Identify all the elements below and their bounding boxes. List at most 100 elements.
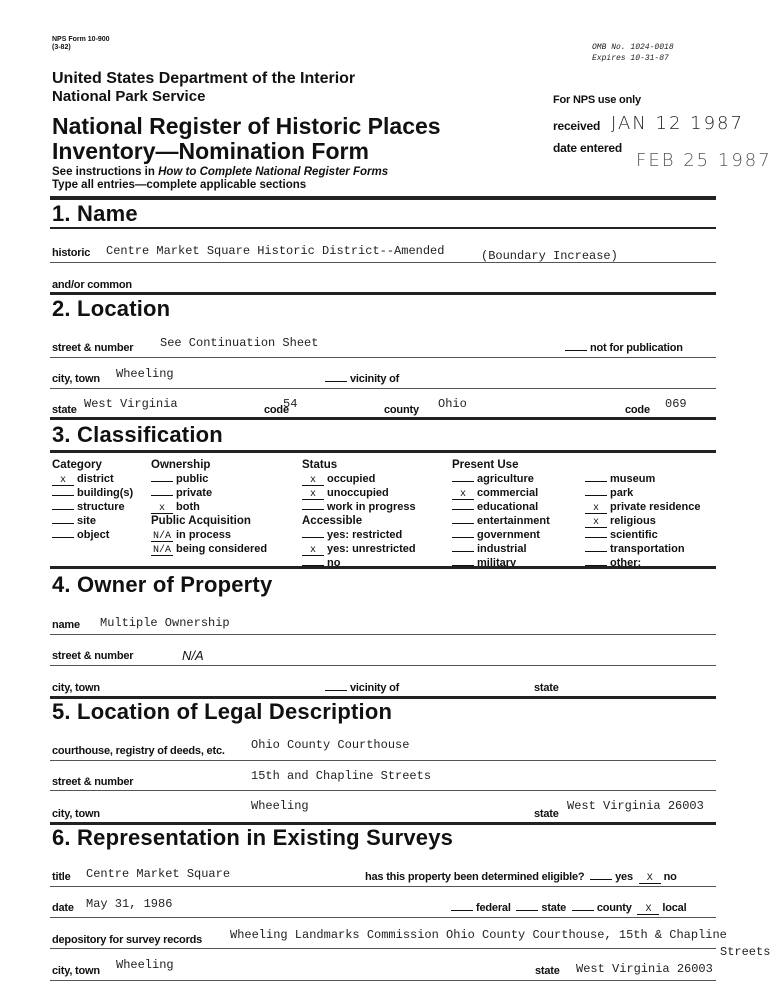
eligible-yes-checkbox[interactable] — [590, 879, 613, 880]
local-label: local — [662, 902, 687, 914]
option-checkbox[interactable]: N/A — [151, 545, 173, 556]
option-checkbox[interactable] — [302, 509, 324, 510]
divider — [50, 917, 716, 918]
option-checkbox[interactable] — [52, 509, 74, 510]
state-checkbox[interactable] — [516, 910, 539, 911]
owner-street-label: street & number — [52, 650, 134, 662]
local-checkbox[interactable]: X — [637, 905, 660, 915]
option-checkbox[interactable] — [585, 495, 607, 496]
option-checkbox[interactable] — [452, 551, 474, 552]
historic-name-extra: (Boundary Increase) — [481, 249, 618, 263]
option-checkbox[interactable] — [585, 551, 607, 552]
divider — [50, 417, 716, 420]
option-checkbox[interactable] — [452, 509, 474, 510]
classification-option: park — [585, 487, 633, 499]
classification-option: yes: restricted — [302, 529, 402, 541]
divider — [50, 634, 716, 635]
survey-city-label: city, town — [52, 965, 100, 977]
survey-date-label: date — [52, 902, 74, 914]
eligible-no-checkbox[interactable]: X — [638, 874, 661, 884]
option-label: religious — [610, 515, 656, 527]
option-checkbox[interactable] — [151, 481, 173, 482]
divider — [50, 262, 716, 263]
divider — [50, 980, 716, 981]
instructions-text: See instructions in — [52, 166, 159, 178]
legal-street-value: 15th and Chapline Streets — [251, 769, 432, 783]
classification-option: entertainment — [452, 515, 550, 527]
vicinity: vicinity of — [325, 373, 399, 385]
eligible-no-label: no — [663, 871, 677, 883]
option-checkbox[interactable] — [585, 537, 607, 538]
option-checkbox[interactable]: N/A — [151, 531, 173, 542]
option-checkbox[interactable] — [151, 495, 173, 496]
option-checkbox[interactable]: x — [302, 476, 324, 486]
option-checkbox[interactable] — [585, 481, 607, 482]
classification-option: industrial — [452, 543, 527, 555]
classification-subtitle: Accessible — [302, 515, 363, 527]
section-1-heading: 1. Name — [52, 201, 138, 226]
option-label: district — [77, 473, 114, 485]
option-label: government — [477, 529, 540, 541]
classification-option: private — [151, 487, 212, 499]
state-value: West Virginia — [84, 397, 178, 411]
option-checkbox[interactable]: x — [151, 504, 173, 514]
classification-option: x private residence — [585, 501, 701, 514]
option-checkbox[interactable]: x — [585, 518, 607, 528]
option-checkbox[interactable] — [452, 481, 474, 482]
historic-label: historic — [52, 247, 91, 259]
option-checkbox[interactable] — [52, 495, 74, 496]
option-label: yes: restricted — [327, 529, 403, 541]
form-revision: (3-82) — [52, 44, 71, 51]
county-checkbox[interactable] — [571, 910, 594, 911]
option-label: private — [176, 487, 213, 499]
state-label: state — [52, 404, 77, 416]
owner-state-label: state — [534, 682, 559, 694]
classification-column-title: Status — [302, 459, 338, 471]
option-label: occupied — [327, 473, 376, 485]
owner-vicinity: vicinity of — [325, 682, 399, 694]
section-3-heading: 3. Classification — [52, 422, 223, 447]
option-checkbox[interactable]: x — [452, 490, 474, 500]
divider — [50, 357, 716, 358]
option-checkbox[interactable] — [452, 537, 474, 538]
option-checkbox[interactable] — [52, 523, 74, 524]
omb-number: OMB No. 1024-0018 — [592, 43, 674, 52]
option-checkbox[interactable] — [585, 565, 607, 566]
divider — [50, 292, 716, 295]
legal-state-value: West Virginia 26003 — [567, 799, 704, 813]
option-checkbox[interactable]: x — [585, 504, 607, 514]
classification-option: site — [52, 515, 96, 527]
form-subtitle: Inventory—Nomination Form — [52, 138, 369, 164]
option-label: being considered — [176, 543, 268, 555]
divider — [50, 450, 716, 453]
option-label: unoccupied — [327, 487, 389, 499]
city-label: city, town — [52, 373, 100, 385]
option-checkbox[interactable] — [302, 537, 324, 538]
option-checkbox[interactable]: x — [52, 476, 74, 486]
classification-option: x religious — [585, 515, 656, 528]
divider — [50, 566, 716, 569]
option-checkbox[interactable] — [452, 523, 474, 524]
option-checkbox[interactable] — [452, 565, 474, 566]
option-label: yes: unrestricted — [327, 543, 416, 555]
type-instructions: Type all entries—complete applicable sec… — [52, 179, 307, 191]
divider — [50, 696, 716, 699]
option-checkbox[interactable]: x — [302, 490, 324, 500]
federal-checkbox[interactable] — [451, 910, 473, 911]
legal-city-label: city, town — [52, 808, 100, 820]
legal-city-value: Wheeling — [251, 799, 309, 813]
option-checkbox[interactable]: x — [302, 546, 324, 556]
classification-option: x occupied — [302, 473, 375, 486]
divider — [50, 822, 716, 825]
option-checkbox[interactable] — [52, 537, 74, 538]
instructions-title: How to Complete National Register Forms — [158, 166, 389, 178]
county-level-label: county — [596, 902, 632, 914]
classification-option: x commercial — [452, 487, 538, 500]
divider — [50, 227, 716, 229]
option-checkbox[interactable] — [302, 565, 324, 566]
depository-label: depository for survey records — [52, 934, 203, 946]
owner-street-value: N/A — [182, 648, 204, 663]
vicinity-label: vicinity of — [350, 373, 400, 385]
divider — [50, 948, 716, 949]
